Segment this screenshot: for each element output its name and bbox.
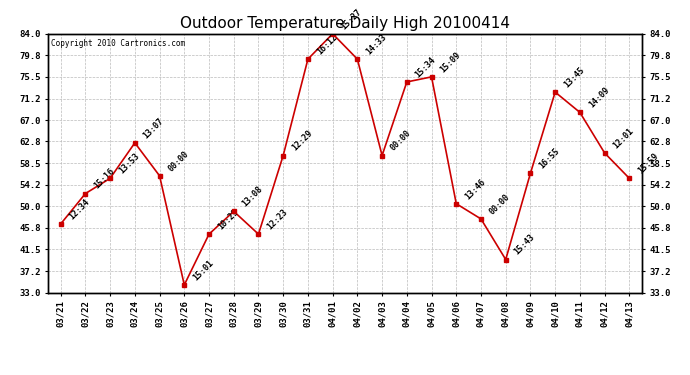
Text: 13:45: 13:45: [562, 65, 586, 89]
Text: 15:59: 15:59: [636, 152, 660, 176]
Text: 12:01: 12:01: [611, 126, 635, 150]
Text: 13:46: 13:46: [463, 177, 487, 201]
Text: 12:23: 12:23: [266, 207, 289, 231]
Text: 12:29: 12:29: [290, 129, 314, 153]
Text: 15:09: 15:09: [438, 50, 462, 74]
Text: 00:00: 00:00: [488, 192, 512, 216]
Text: 16:55: 16:55: [538, 147, 562, 171]
Text: 14:33: 14:33: [364, 32, 388, 56]
Text: 12:34: 12:34: [68, 197, 92, 221]
Text: 00:00: 00:00: [166, 149, 190, 173]
Text: 15:27: 15:27: [339, 7, 364, 31]
Text: 15:01: 15:01: [191, 258, 215, 282]
Text: 15:43: 15:43: [513, 233, 537, 257]
Text: 13:07: 13:07: [141, 116, 166, 140]
Text: 14:09: 14:09: [586, 86, 611, 109]
Text: 15:16: 15:16: [92, 167, 117, 191]
Text: 13:53: 13:53: [117, 152, 141, 176]
Title: Outdoor Temperature Daily High 20100414: Outdoor Temperature Daily High 20100414: [180, 16, 510, 31]
Text: 15:34: 15:34: [414, 55, 437, 79]
Text: 10:29: 10:29: [216, 207, 240, 231]
Text: 13:08: 13:08: [241, 184, 265, 209]
Text: 16:12: 16:12: [315, 32, 339, 56]
Text: Copyright 2010 Cartronics.com: Copyright 2010 Cartronics.com: [51, 39, 186, 48]
Text: 00:00: 00:00: [389, 129, 413, 153]
